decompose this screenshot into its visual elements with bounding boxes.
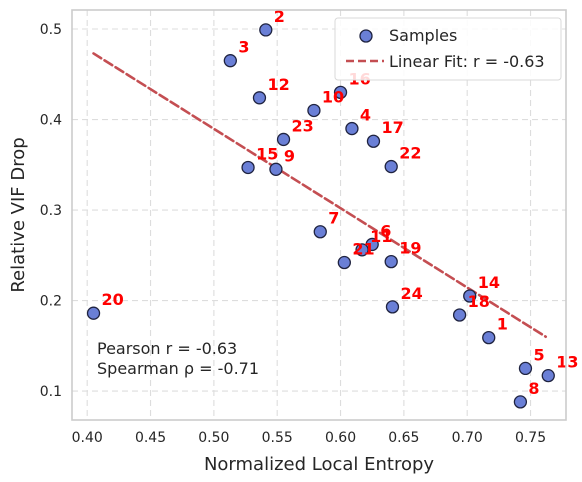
data-point (482, 330, 496, 345)
point-label: 20 (102, 290, 124, 309)
point-label: 12 (267, 75, 289, 94)
data-point (385, 300, 400, 314)
data-point (384, 159, 398, 174)
data-point (307, 103, 321, 118)
data-point (86, 306, 101, 320)
y-tick-label: 0.3 (40, 203, 62, 219)
spearman-annotation: Spearman ρ = -0.71 (97, 359, 259, 378)
data-point (241, 160, 255, 175)
point-label: 21 (352, 240, 374, 259)
x-axis-title: Normalized Local Entropy (204, 454, 434, 475)
legend-box (334, 17, 562, 81)
data-point (269, 162, 283, 176)
data-point (313, 225, 327, 239)
point-label: 3 (238, 38, 249, 57)
x-tick-label: 0.75 (515, 430, 546, 446)
point-label: 22 (399, 144, 421, 163)
point-label: 4 (360, 106, 371, 125)
point-label: 6 (380, 221, 391, 240)
x-tick-label: 0.70 (452, 430, 483, 446)
data-point (365, 237, 379, 252)
point-label: 19 (399, 239, 421, 258)
y-axis-title: Relative VIF Drop (8, 137, 29, 292)
points-group (86, 23, 555, 409)
x-tick-label: 0.60 (325, 430, 356, 446)
y-tick-label: 0.5 (40, 22, 62, 38)
data-point (276, 132, 291, 147)
data-point (366, 134, 381, 148)
data-point (355, 243, 369, 257)
pearson-annotation: Pearson r = -0.63 (97, 339, 237, 358)
data-point (333, 85, 348, 100)
point-label: 23 (292, 116, 314, 135)
x-tick-label: 0.45 (135, 430, 166, 446)
point-label: 8 (528, 379, 539, 398)
data-point (518, 361, 533, 376)
point-label: 17 (381, 118, 403, 137)
point-label: 18 (468, 292, 490, 311)
y-tick-label: 0.4 (40, 113, 62, 129)
x-tick-label: 0.40 (72, 430, 103, 446)
point-label: 14 (478, 273, 500, 292)
x-tick-label: 0.65 (388, 430, 419, 446)
point-label: 2 (274, 7, 285, 26)
point-label: 13 (556, 353, 578, 372)
point-label: 5 (533, 345, 544, 364)
data-point (513, 395, 528, 409)
point-label: 9 (284, 146, 295, 165)
legend-marker-samples (359, 29, 373, 43)
legend-label-samples: Samples (389, 26, 457, 45)
data-point (252, 91, 267, 105)
plot-frame (71, 9, 567, 421)
data-point (541, 369, 555, 383)
x-tick-label: 0.55 (262, 430, 293, 446)
point-label: 7 (328, 209, 339, 228)
y-tick-label: 0.2 (40, 294, 62, 310)
data-point (345, 121, 359, 136)
tick-labels-group: 0.40 0.45 0.50 0.55 0.60 0.65 0.70 0.750.10.20.… (40, 22, 546, 446)
data-point (259, 23, 273, 37)
data-point (223, 54, 237, 68)
point-label: 10 (322, 87, 344, 106)
x-tick-label: 0.50 (198, 430, 229, 446)
point-label: 11 (370, 227, 392, 246)
data-point (337, 255, 351, 270)
legend: Samples Linear Fit: r = -0.63 (334, 17, 562, 81)
point-label: 1 (497, 315, 508, 334)
y-tick-label: 0.1 (40, 384, 62, 400)
data-point (463, 289, 477, 303)
data-point (452, 308, 467, 322)
point-label: 24 (400, 284, 422, 303)
point-label: 15 (256, 144, 278, 163)
legend-label-fit: Linear Fit: r = -0.63 (389, 52, 545, 71)
data-point (384, 254, 398, 269)
